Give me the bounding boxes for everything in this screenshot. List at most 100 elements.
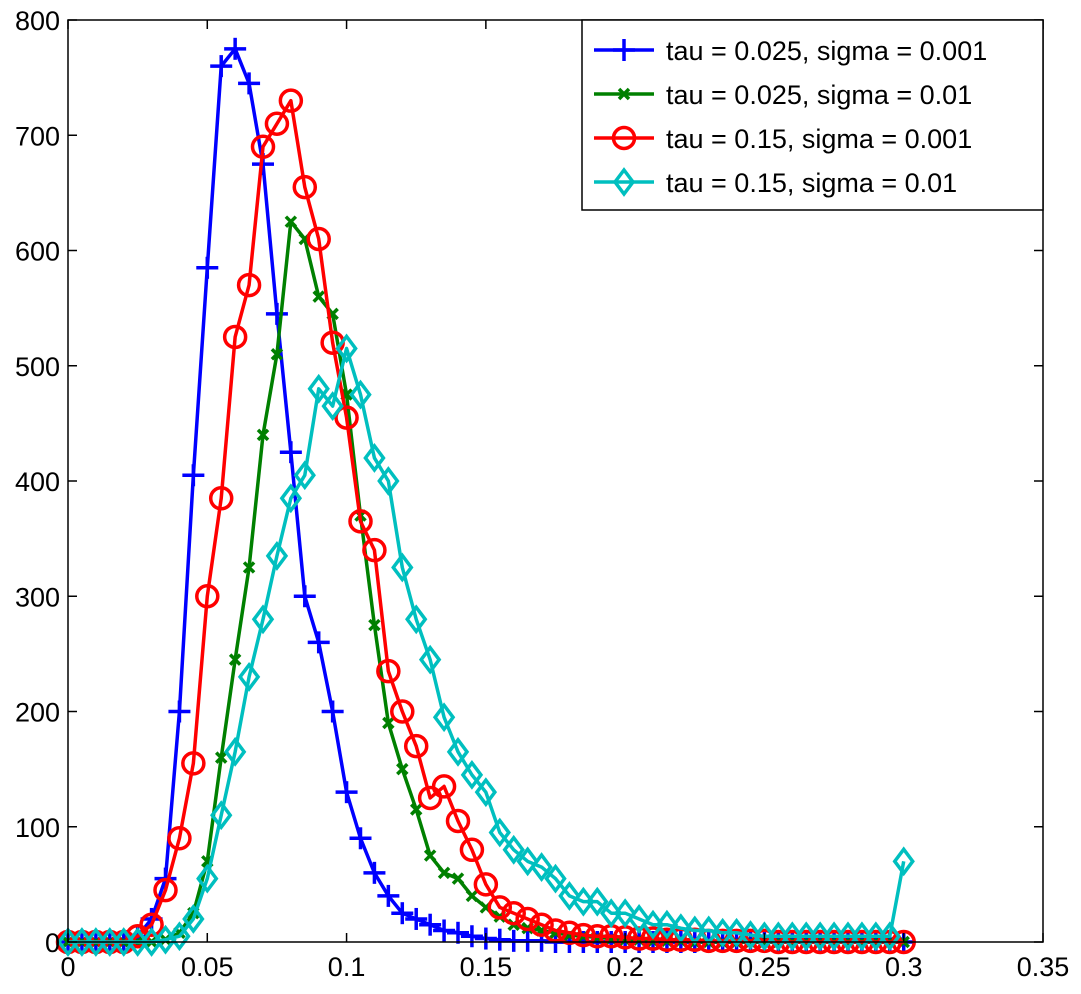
series-4-point bbox=[544, 863, 567, 894]
legend-box bbox=[581, 19, 1044, 211]
series-3-point bbox=[445, 808, 471, 834]
x-tick-label: 0.25 bbox=[738, 952, 791, 982]
series-3-point bbox=[390, 699, 415, 724]
series-3-point bbox=[654, 927, 680, 952]
series-1-point bbox=[391, 902, 414, 925]
series-3-point bbox=[557, 920, 582, 946]
series-3-point bbox=[376, 658, 401, 684]
series-3-point bbox=[139, 912, 164, 937]
series-4-point bbox=[279, 483, 303, 514]
series-3-point bbox=[278, 88, 304, 113]
series-1-point bbox=[279, 441, 302, 464]
series-4-point bbox=[516, 846, 539, 877]
legend-marker bbox=[611, 125, 637, 151]
series-3-point bbox=[585, 923, 610, 949]
x-tick-label: 0.2 bbox=[606, 952, 644, 982]
y-tick-label: 300 bbox=[15, 582, 60, 612]
series-1-point bbox=[433, 919, 456, 942]
series-1-point bbox=[224, 37, 247, 60]
series-1-point bbox=[460, 925, 483, 948]
series-4-point bbox=[446, 736, 470, 767]
series-1-point bbox=[349, 827, 372, 850]
series-1-point bbox=[196, 256, 219, 279]
x-tick-label: 0.35 bbox=[1017, 952, 1070, 982]
series-1-point bbox=[321, 700, 344, 723]
series-2-point bbox=[242, 561, 256, 574]
series-1-point bbox=[405, 907, 428, 930]
series-4-point bbox=[613, 898, 637, 929]
series-3-point bbox=[181, 751, 206, 776]
series-3-point bbox=[222, 324, 248, 350]
series-4-point bbox=[405, 604, 428, 635]
series-4-point bbox=[669, 913, 693, 944]
series-4 bbox=[56, 333, 915, 957]
series-3-point bbox=[487, 895, 513, 920]
series-2-point bbox=[270, 347, 284, 361]
series-4-point bbox=[432, 702, 456, 733]
series-3-point bbox=[501, 900, 526, 926]
series-1-point bbox=[182, 464, 205, 487]
series-4-point bbox=[377, 466, 400, 496]
series-2-point bbox=[465, 889, 479, 903]
series-4-point bbox=[655, 909, 679, 940]
series-4-point bbox=[530, 852, 553, 883]
series-4-point bbox=[878, 921, 901, 952]
series-1-point bbox=[210, 55, 233, 78]
series-2-point bbox=[423, 849, 437, 862]
legend-label: tau = 0.15, sigma = 0.001 bbox=[666, 124, 972, 154]
x-tick-label: 0.1 bbox=[328, 952, 366, 982]
series-4-point bbox=[586, 886, 609, 917]
series-3-point bbox=[153, 877, 178, 903]
y-tick-label: 800 bbox=[15, 6, 60, 36]
series-3-point bbox=[515, 906, 540, 932]
legend-label: tau = 0.025, sigma = 0.01 bbox=[666, 80, 972, 110]
series-3-point bbox=[459, 837, 485, 863]
series-3-point bbox=[236, 272, 262, 298]
series-3-point bbox=[292, 174, 318, 200]
series-3-point bbox=[529, 912, 554, 937]
series-3-point bbox=[640, 926, 666, 951]
series-4-point bbox=[739, 920, 762, 951]
series-3-point bbox=[264, 111, 290, 136]
series-4-point bbox=[251, 604, 275, 635]
series-4-point bbox=[892, 846, 915, 877]
series-3-point bbox=[348, 509, 373, 534]
legend-marker bbox=[612, 167, 636, 197]
series-1-point bbox=[335, 781, 358, 804]
series-4-point bbox=[237, 662, 261, 692]
series-2-point bbox=[368, 618, 381, 632]
legend-marker bbox=[617, 87, 631, 101]
series-4-point bbox=[210, 800, 233, 831]
x-tick-label: 0.15 bbox=[460, 952, 513, 982]
series-3-point bbox=[334, 405, 359, 430]
series-4-point bbox=[474, 777, 498, 808]
series-3-point bbox=[543, 918, 568, 943]
series-1-point bbox=[419, 913, 442, 936]
series-1-point bbox=[307, 631, 330, 654]
y-tick-label: 700 bbox=[15, 121, 60, 151]
y-tick-label: 400 bbox=[15, 467, 60, 497]
series-4-point bbox=[363, 443, 386, 473]
series-2-point bbox=[409, 803, 423, 816]
series-2-point bbox=[214, 751, 228, 764]
series-3-point bbox=[403, 733, 429, 759]
series-1-point bbox=[293, 585, 316, 608]
series-3-point bbox=[195, 584, 220, 609]
series-1-point bbox=[377, 884, 400, 907]
series-2-point bbox=[312, 290, 325, 303]
series-4-point bbox=[182, 904, 205, 934]
series-2-point bbox=[382, 716, 395, 730]
series-1-point bbox=[238, 72, 261, 95]
series-4-point bbox=[460, 759, 484, 790]
series-1-point bbox=[168, 700, 191, 723]
legend-label: tau = 0.025, sigma = 0.001 bbox=[666, 36, 987, 66]
legend-marker bbox=[613, 39, 635, 61]
legend-entry-1: tau = 0.025, sigma = 0.001 bbox=[594, 36, 987, 66]
series-4-point bbox=[293, 460, 316, 491]
series-4-point bbox=[307, 373, 330, 404]
series-3-point bbox=[250, 134, 276, 160]
series-4-point bbox=[349, 379, 372, 410]
series-4-point bbox=[168, 921, 191, 952]
series-4-point bbox=[196, 863, 219, 894]
